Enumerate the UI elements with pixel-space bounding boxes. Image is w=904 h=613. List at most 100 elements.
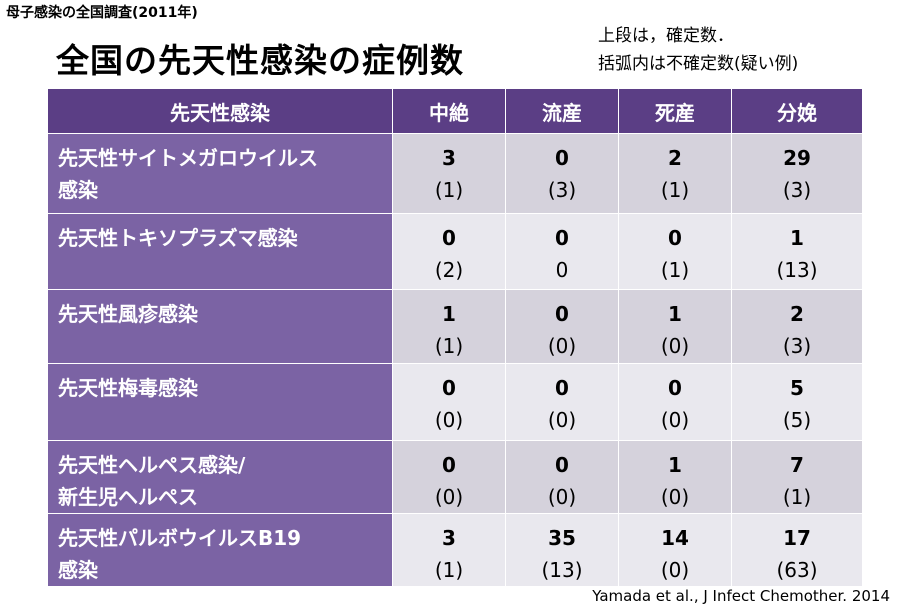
confirmed-count: 0 xyxy=(442,226,456,250)
suspected-count: (13) xyxy=(776,258,818,282)
confirmed-count: 14 xyxy=(661,526,689,550)
suspected-count: (13) xyxy=(541,558,583,582)
confirmed-count: 0 xyxy=(668,226,682,250)
suspected-count: (5) xyxy=(782,408,812,432)
table-row: 先天性パルボウイルスB19 感染 3 (1) 35 (13) 14 (0) 17 (63) xyxy=(47,513,863,587)
cell: 17 (63) xyxy=(731,513,863,587)
confirmed-count: 2 xyxy=(790,302,804,326)
confirmed-count: 0 xyxy=(668,376,682,400)
confirmed-count: 2 xyxy=(668,146,682,170)
row-name-line: 先天性梅毒感染 xyxy=(58,376,198,400)
confirmed-count: 3 xyxy=(442,526,456,550)
row-name: 先天性パルボウイルスB19 感染 xyxy=(47,513,393,587)
header-row: 先天性感染 中絶 流産 死産 分娩 xyxy=(47,88,863,134)
suspected-count: (1) xyxy=(782,485,812,509)
suspected-count: (3) xyxy=(782,178,812,202)
confirmed-count: 1 xyxy=(668,302,682,326)
cell: 0 (0) xyxy=(505,289,619,364)
confirmed-count: 3 xyxy=(442,146,456,170)
row-name: 先天性ヘルペス感染/新生児ヘルペス xyxy=(47,440,393,514)
note-line: 上段は，確定数． xyxy=(598,26,734,46)
row-name-line: 先天性風疹感染 xyxy=(58,302,198,326)
suspected-count: (63) xyxy=(776,558,818,582)
suspected-count: (0) xyxy=(434,485,464,509)
cell: 1 (0) xyxy=(618,289,732,364)
confirmed-count: 5 xyxy=(790,376,804,400)
confirmed-count: 17 xyxy=(783,526,811,550)
row-name-line: 先天性サイトメガロウイルス xyxy=(58,146,318,170)
suspected-count: (3) xyxy=(547,178,577,202)
case-table: 先天性感染 中絶 流産 死産 分娩 先天性サイトメガロウイルス 感染 3 (1) 0 (3) 2 (1… xyxy=(47,88,863,587)
title: 全国の先天性感染の症例数 xyxy=(56,41,464,80)
suspected-count: (0) xyxy=(660,485,690,509)
suspected-count: (0) xyxy=(547,334,577,358)
column-header: 中絶 xyxy=(392,88,506,134)
column-header: 死産 xyxy=(618,88,732,134)
column-header: 分娩 xyxy=(731,88,863,134)
confirmed-count: 0 xyxy=(555,376,569,400)
cell: 0 (0) xyxy=(618,363,732,441)
cell: 1 (0) xyxy=(618,440,732,514)
row-name-line: 先天性ヘルペス感染/ xyxy=(58,453,246,477)
cell: 0 (1) xyxy=(618,213,732,290)
suspected-count: (1) xyxy=(434,178,464,202)
cell: 0 (3) xyxy=(505,133,619,214)
cell: 35 (13) xyxy=(505,513,619,587)
cell: 1 (1) xyxy=(392,289,506,364)
survey-label: 母子感染の全国調査(2011年) xyxy=(6,5,198,21)
cell: 0 (0) xyxy=(392,363,506,441)
note: 上段は，確定数． 括弧内は不確定数(疑い例) xyxy=(598,22,798,78)
cell: 0 (2) xyxy=(392,213,506,290)
confirmed-count: 1 xyxy=(442,302,456,326)
column-header: 先天性感染 xyxy=(47,88,393,134)
table-row: 先天性ヘルペス感染/新生児ヘルペス 0 (0) 0 (0) 1 (0) 7 (1) xyxy=(47,440,863,514)
cell: 3 (1) xyxy=(392,133,506,214)
confirmed-count: 35 xyxy=(548,526,576,550)
cell: 2 (1) xyxy=(618,133,732,214)
row-name-line: 先天性パルボウイルスB19 xyxy=(58,526,302,550)
confirmed-count: 0 xyxy=(442,376,456,400)
cell: 0 (0) xyxy=(392,440,506,514)
row-name: 先天性梅毒感染 xyxy=(47,363,393,441)
suspected-count: (0) xyxy=(434,408,464,432)
citation: Yamada et al., J Infect Chemother. 2014 xyxy=(592,587,890,605)
cell: 0 (0) xyxy=(505,363,619,441)
suspected-count: 0 xyxy=(555,258,569,282)
row-name-line: 先天性トキソプラズマ感染 xyxy=(58,226,298,250)
table-row: 先天性サイトメガロウイルス 感染 3 (1) 0 (3) 2 (1) 29 (3) xyxy=(47,133,863,214)
confirmed-count: 0 xyxy=(555,453,569,477)
confirmed-count: 0 xyxy=(555,302,569,326)
suspected-count: (3) xyxy=(782,334,812,358)
note-line: 括弧内は不確定数(疑い例) xyxy=(598,54,799,74)
suspected-count: (2) xyxy=(434,258,464,282)
row-name-line: 感染 xyxy=(58,178,98,202)
suspected-count: (1) xyxy=(434,334,464,358)
row-name: 先天性風疹感染 xyxy=(47,289,393,364)
cell: 3 (1) xyxy=(392,513,506,587)
cell: 1 (13) xyxy=(731,213,863,290)
row-name: 先天性サイトメガロウイルス 感染 xyxy=(47,133,393,214)
confirmed-count: 1 xyxy=(790,226,804,250)
table-row: 先天性梅毒感染 0 (0) 0 (0) 0 (0) 5 (5) xyxy=(47,363,863,441)
confirmed-count: 0 xyxy=(555,226,569,250)
row-name-line: 新生児ヘルペス xyxy=(58,485,198,509)
cell: 14 (0) xyxy=(618,513,732,587)
suspected-count: (0) xyxy=(660,334,690,358)
row-name-line: 感染 xyxy=(58,558,98,582)
confirmed-count: 0 xyxy=(442,453,456,477)
suspected-count: (0) xyxy=(547,408,577,432)
cell: 2 (3) xyxy=(731,289,863,364)
column-header: 流産 xyxy=(505,88,619,134)
table-row: 先天性トキソプラズマ感染 0 (2) 0 0 0 (1) 1 (13) xyxy=(47,213,863,290)
table-row: 先天性風疹感染 1 (1) 0 (0) 1 (0) 2 (3) xyxy=(47,289,863,364)
suspected-count: (0) xyxy=(660,408,690,432)
cell: 7 (1) xyxy=(731,440,863,514)
confirmed-count: 1 xyxy=(668,453,682,477)
suspected-count: (1) xyxy=(434,558,464,582)
confirmed-count: 7 xyxy=(790,453,804,477)
suspected-count: (0) xyxy=(660,558,690,582)
cell: 0 (0) xyxy=(505,440,619,514)
confirmed-count: 0 xyxy=(555,146,569,170)
